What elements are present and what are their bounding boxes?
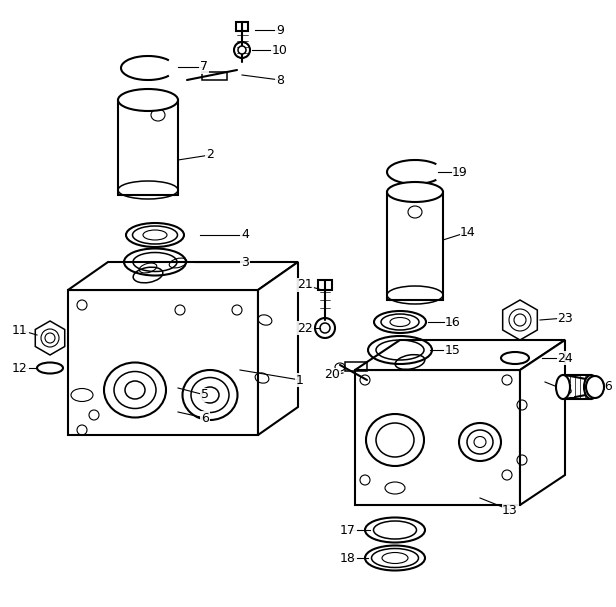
Bar xyxy=(345,362,367,371)
Text: 1: 1 xyxy=(296,373,304,387)
Text: 10: 10 xyxy=(272,44,288,56)
Bar xyxy=(202,72,227,80)
Ellipse shape xyxy=(556,375,570,399)
Text: 23: 23 xyxy=(557,311,573,325)
Polygon shape xyxy=(355,370,520,505)
Polygon shape xyxy=(503,300,537,340)
Circle shape xyxy=(320,323,330,333)
Text: 22: 22 xyxy=(297,322,313,334)
Text: 16: 16 xyxy=(445,316,461,328)
Ellipse shape xyxy=(387,182,443,202)
Text: 11: 11 xyxy=(12,324,28,336)
Circle shape xyxy=(238,46,246,54)
Polygon shape xyxy=(355,340,565,370)
Text: 2: 2 xyxy=(206,149,214,161)
Bar xyxy=(118,100,178,195)
Text: 19: 19 xyxy=(452,166,468,178)
Text: 24: 24 xyxy=(557,351,573,364)
Text: 14: 14 xyxy=(460,225,476,239)
Text: 4: 4 xyxy=(241,228,249,242)
Text: 15: 15 xyxy=(445,344,461,356)
Text: 6: 6 xyxy=(201,412,209,424)
Polygon shape xyxy=(68,262,298,290)
Text: 12: 12 xyxy=(12,362,28,375)
Text: 21: 21 xyxy=(297,279,313,291)
Bar xyxy=(387,192,443,300)
Text: 9: 9 xyxy=(276,24,284,36)
Ellipse shape xyxy=(586,376,604,398)
Polygon shape xyxy=(35,321,65,355)
Text: 5: 5 xyxy=(201,388,209,401)
Polygon shape xyxy=(68,290,258,435)
Polygon shape xyxy=(520,340,565,505)
Ellipse shape xyxy=(584,375,598,399)
Text: 18: 18 xyxy=(340,552,356,565)
Text: 20: 20 xyxy=(324,368,340,382)
Polygon shape xyxy=(258,262,298,435)
Text: 25: 25 xyxy=(557,384,573,396)
Ellipse shape xyxy=(118,89,178,111)
Text: 3: 3 xyxy=(241,256,249,268)
Text: 17: 17 xyxy=(340,523,356,537)
Circle shape xyxy=(514,314,526,326)
Text: 13: 13 xyxy=(502,503,518,517)
Text: 8: 8 xyxy=(276,73,284,87)
Circle shape xyxy=(45,333,55,343)
Text: 26: 26 xyxy=(597,381,613,393)
Bar xyxy=(318,280,332,290)
Bar xyxy=(563,375,591,399)
Bar xyxy=(236,22,248,31)
Text: 7: 7 xyxy=(200,61,208,73)
